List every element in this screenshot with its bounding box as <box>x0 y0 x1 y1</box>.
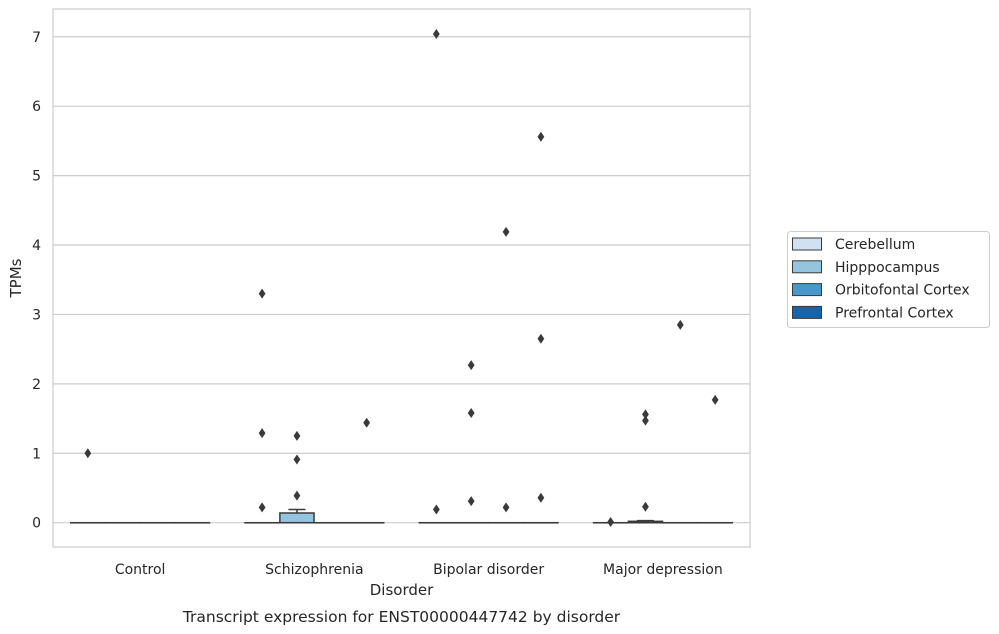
x-axis-label: Disorder <box>370 581 434 599</box>
legend-swatch <box>792 305 822 319</box>
outlier-point <box>502 226 510 237</box>
legend: Cerebellum Hipppocampus Orbitofontal Corte… <box>787 231 990 328</box>
outlier-point <box>432 504 440 515</box>
x-tick-label: Schizophrenia <box>265 562 363 578</box>
box-1-1 <box>279 508 315 524</box>
y-tick-label: 3 <box>32 307 41 323</box>
outlier-point <box>293 454 301 465</box>
y-tick-label: 4 <box>32 238 41 254</box>
y-tick-label: 7 <box>32 30 41 46</box>
outlier-point <box>537 131 545 142</box>
outlier-point <box>642 501 649 512</box>
outlier-point <box>537 333 545 344</box>
outlier-point <box>676 319 684 330</box>
box-plot-marks <box>70 508 733 524</box>
outlier-point <box>711 394 719 405</box>
box-1-3 <box>627 519 664 524</box>
legend-label: Orbitofontal Cortex <box>835 283 970 299</box>
outlier-point <box>537 492 545 503</box>
outlier-point <box>432 28 440 39</box>
y-tick-label: 2 <box>32 377 41 393</box>
x-tick-labels: Control Schizophrenia Bipolar disorder Majo… <box>115 562 723 578</box>
y-tick-label: 0 <box>32 516 41 532</box>
outlier-point <box>258 502 266 513</box>
outlier-point <box>467 360 475 371</box>
legend-label: Hipppocampus <box>835 260 940 276</box>
legend-swatch <box>792 237 822 251</box>
y-tick-label: 5 <box>32 169 41 185</box>
outlier-point <box>258 428 266 439</box>
legend-label: Prefrontal Cortex <box>835 305 954 321</box>
y-axis-label: TPMs <box>7 258 25 298</box>
grid-lines <box>53 36 750 524</box>
box-body <box>279 512 315 524</box>
outlier-point <box>467 408 475 419</box>
outlier-point <box>363 417 371 428</box>
outlier-point <box>293 490 301 501</box>
outlier-points <box>84 28 719 528</box>
chart-title: Transcript expression for ENST0000044774… <box>182 608 621 626</box>
y-tick-label: 1 <box>32 446 41 462</box>
legend-swatch <box>792 260 822 274</box>
x-tick-label: Bipolar disorder <box>433 562 544 578</box>
outlier-point <box>502 502 510 513</box>
outlier-point <box>84 448 92 459</box>
legend-label: Cerebellum <box>835 237 915 253</box>
outlier-point <box>642 409 649 420</box>
outlier-point <box>293 430 301 441</box>
outlier-point <box>607 517 614 528</box>
y-tick-label: 6 <box>32 99 41 115</box>
x-tick-label: Control <box>115 562 166 578</box>
plot-area-frame <box>52 8 751 548</box>
outlier-point <box>467 496 475 507</box>
outlier-point <box>642 415 649 426</box>
x-tick-label: Major depression <box>603 562 723 578</box>
y-tick-labels: 0 1 2 3 4 5 6 7 <box>32 30 41 532</box>
legend-swatch <box>792 283 822 297</box>
legend-frame <box>787 231 990 328</box>
outlier-point <box>258 288 266 299</box>
